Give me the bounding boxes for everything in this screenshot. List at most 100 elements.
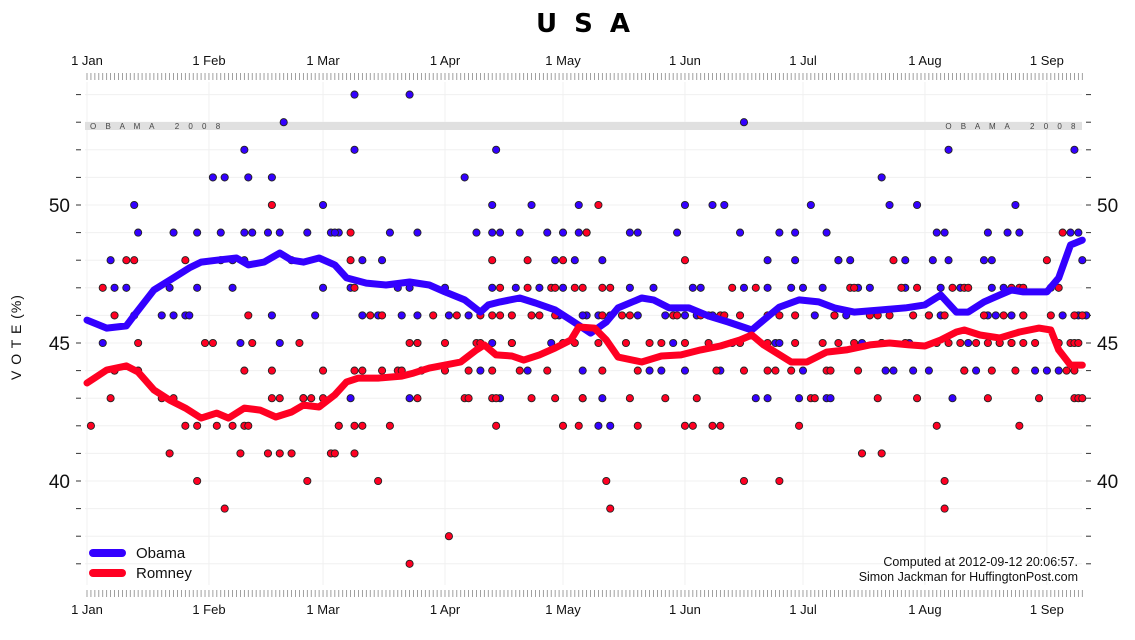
poll-dot-romney bbox=[515, 366, 524, 375]
poll-dot-romney bbox=[625, 311, 634, 320]
poll-dot-romney bbox=[287, 449, 296, 458]
poll-dot-obama bbox=[574, 200, 583, 210]
poll-dot-obama bbox=[488, 338, 497, 348]
poll-dot-obama bbox=[680, 311, 690, 320]
y-axis-label: V O T E (%) bbox=[8, 294, 24, 380]
x-tick-label-top: 1 May bbox=[545, 53, 581, 68]
poll-dot-romney bbox=[1062, 366, 1071, 375]
poll-dot-obama bbox=[110, 283, 119, 292]
poll-dot-romney bbox=[523, 283, 532, 292]
poll-dot-romney bbox=[633, 366, 642, 375]
poll-dot-obama bbox=[488, 228, 497, 237]
poll-dot-romney bbox=[1058, 228, 1067, 237]
poll-dot-obama bbox=[881, 366, 890, 375]
poll-dot-obama bbox=[739, 118, 749, 127]
y-tick-label-left: 40 bbox=[49, 472, 70, 493]
trend-line-romney bbox=[83, 323, 1086, 422]
poll-dot-obama bbox=[240, 228, 249, 237]
poll-dot-obama bbox=[708, 200, 717, 210]
poll-dot-obama bbox=[944, 256, 953, 265]
poll-dot-obama bbox=[991, 311, 1000, 320]
poll-dot-obama bbox=[98, 338, 107, 348]
poll-dot-romney bbox=[350, 283, 359, 292]
poll-dot-romney bbox=[122, 256, 131, 265]
x-tick-label-top: 1 Sep bbox=[1030, 53, 1064, 68]
poll-dot-romney bbox=[1007, 338, 1016, 348]
poll-dot-romney bbox=[350, 449, 359, 458]
poll-dot-obama bbox=[476, 366, 485, 375]
x-tick-label-top: 1 Mar bbox=[306, 53, 340, 68]
poll-dot-obama bbox=[633, 311, 642, 320]
poll-dot-obama bbox=[236, 338, 245, 348]
poll-dot-romney bbox=[680, 256, 690, 265]
poll-dot-romney bbox=[983, 394, 992, 403]
poll-dot-romney bbox=[598, 366, 607, 375]
poll-dot-romney bbox=[350, 366, 359, 375]
poll-dot-romney bbox=[594, 338, 603, 348]
poll-dot-romney bbox=[940, 504, 949, 513]
poll-dot-obama bbox=[625, 228, 634, 237]
poll-dot-romney bbox=[964, 283, 973, 292]
y-tick-label-left: 45 bbox=[49, 334, 70, 355]
poll-dot-obama bbox=[972, 366, 981, 375]
poll-dot-romney bbox=[661, 394, 670, 403]
x-tick-label-top: 1 Jan bbox=[71, 53, 103, 68]
x-tick-label-bottom: 1 Feb bbox=[192, 602, 225, 617]
poll-dot-obama bbox=[1070, 145, 1079, 154]
poll-dot-obama bbox=[889, 366, 898, 375]
poll-dot-romney bbox=[913, 394, 922, 403]
poll-dot-romney bbox=[267, 394, 276, 403]
poll-dot-obama bbox=[208, 173, 217, 182]
poll-dot-obama bbox=[649, 283, 658, 292]
y-tick-label-left: 50 bbox=[49, 196, 70, 217]
poll-dot-romney bbox=[680, 338, 690, 348]
x-tick-label-bottom: 1 Aug bbox=[908, 602, 941, 617]
poll-dot-romney bbox=[897, 283, 906, 292]
poll-dot-romney bbox=[181, 256, 190, 265]
poll-dot-romney bbox=[617, 311, 627, 320]
poll-dot-obama bbox=[928, 256, 937, 265]
poll-dot-romney bbox=[488, 311, 497, 320]
poll-dot-obama bbox=[358, 256, 367, 265]
poll-dot-obama bbox=[763, 283, 772, 292]
poll-dot-obama bbox=[527, 200, 536, 210]
poll-dot-obama bbox=[775, 228, 784, 237]
poll-dot-obama bbox=[909, 366, 918, 375]
poll-dot-romney bbox=[263, 449, 273, 458]
poll-dot-obama bbox=[885, 200, 894, 210]
poll-dot-romney bbox=[983, 338, 992, 348]
poll-dot-romney bbox=[346, 228, 355, 237]
poll-dot-obama bbox=[346, 394, 355, 403]
poll-dot-romney bbox=[771, 366, 780, 375]
poll-dot-romney bbox=[488, 366, 497, 375]
poll-dot-obama bbox=[122, 283, 131, 292]
poll-dot-romney bbox=[889, 256, 898, 265]
poll-dot-romney bbox=[130, 256, 139, 265]
poll-dot-obama bbox=[661, 311, 670, 320]
poll-dot-romney bbox=[763, 366, 772, 375]
x-tick-label-bottom: 1 Sep bbox=[1030, 602, 1064, 617]
trend-line-obama bbox=[83, 236, 1086, 337]
poll-dot-obama bbox=[405, 394, 414, 403]
poll-dot-obama bbox=[633, 228, 642, 237]
poll-dot-romney bbox=[299, 394, 308, 403]
poll-dot-obama bbox=[267, 173, 276, 182]
poll-dot-romney bbox=[267, 200, 276, 210]
poll-dot-romney bbox=[236, 449, 245, 458]
poll-dot-obama bbox=[625, 283, 634, 292]
poll-dot-romney bbox=[1078, 394, 1087, 403]
poll-dot-obama bbox=[818, 283, 827, 292]
poll-dot-obama bbox=[275, 228, 284, 237]
poll-dot-obama bbox=[106, 256, 115, 265]
poll-dot-obama bbox=[570, 256, 579, 265]
poll-dot-romney bbox=[551, 394, 560, 403]
poll-dot-romney bbox=[444, 532, 453, 541]
credit-line: Simon Jackman for HuffingtonPost.com bbox=[859, 570, 1078, 584]
x-tick-label-bottom: 1 Mar bbox=[306, 602, 340, 617]
poll-dot-romney bbox=[956, 338, 965, 348]
poll-dot-romney bbox=[110, 311, 119, 320]
poll-dot-obama bbox=[558, 283, 568, 292]
poll-dot-obama bbox=[598, 256, 607, 265]
poll-dot-romney bbox=[940, 476, 949, 486]
x-tick-label-top: 1 Apr bbox=[430, 53, 461, 68]
